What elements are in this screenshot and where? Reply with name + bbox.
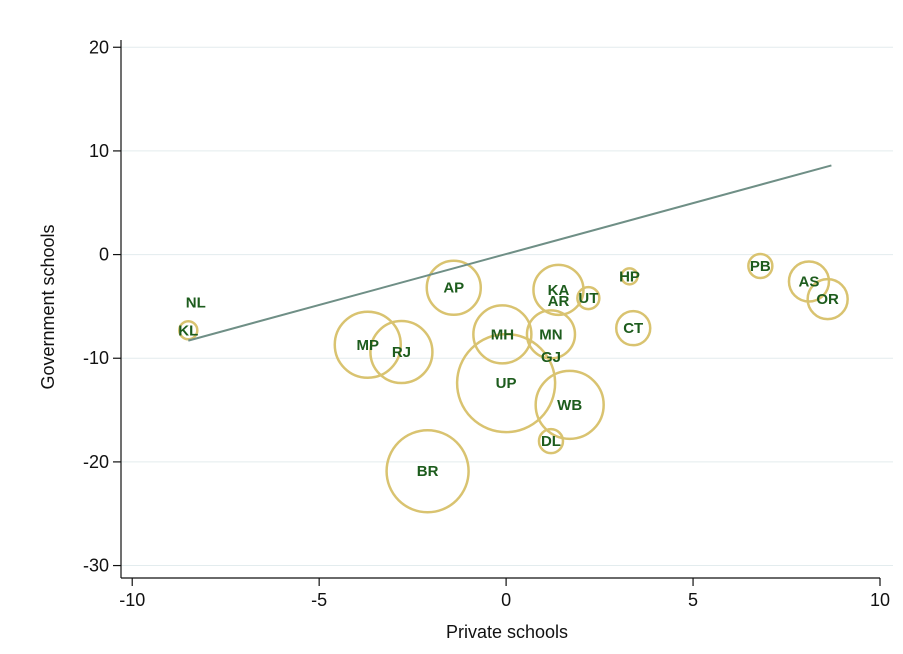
bubble <box>534 369 605 441</box>
point-label: MN <box>539 326 562 343</box>
bubble <box>747 252 774 280</box>
point-label: KL <box>178 322 198 339</box>
bubble <box>472 304 533 365</box>
x-tick-label: -5 <box>311 590 327 610</box>
bubble <box>455 332 557 434</box>
x-tick-label: 5 <box>688 590 698 610</box>
point-label: BR <box>417 463 439 480</box>
point-label: WB <box>557 397 582 414</box>
bubble <box>178 320 199 341</box>
y-tick-label: -30 <box>83 556 109 576</box>
y-tick-label: 10 <box>89 141 109 161</box>
point-label: KA <box>548 282 570 299</box>
x-axis-title: Private schools <box>446 622 568 642</box>
bubble <box>333 310 403 380</box>
x-tick-label: 0 <box>501 590 511 610</box>
y-tick-label: -20 <box>83 452 109 472</box>
fit-line <box>188 164 832 342</box>
point-label: NL <box>186 294 206 311</box>
point-label: UP <box>496 375 517 392</box>
bubble <box>425 259 483 316</box>
point-label: CT <box>623 320 643 337</box>
bubble <box>525 309 577 360</box>
bubble <box>537 427 565 455</box>
point-label: PB <box>750 258 771 275</box>
bubble <box>369 319 434 385</box>
point-label: RJ <box>392 344 411 361</box>
bubble <box>576 285 601 311</box>
point-label: DL <box>541 433 561 450</box>
point-label: MP <box>357 337 380 354</box>
y-axis-title: Government schools <box>38 224 58 389</box>
y-tick-label: 20 <box>89 37 109 57</box>
point-label: UT <box>578 290 598 307</box>
point-label: AS <box>799 274 820 291</box>
bubble <box>614 309 652 347</box>
point-label: MH <box>491 326 514 343</box>
y-tick-label: 0 <box>99 245 109 265</box>
point-label: AP <box>443 280 464 297</box>
point-label: HP <box>619 268 640 285</box>
x-tick-label: -10 <box>119 590 145 610</box>
point-label: OR <box>816 291 839 308</box>
bubble <box>532 263 585 317</box>
bubble <box>806 277 849 321</box>
bubble <box>620 267 639 286</box>
bubble <box>385 428 470 514</box>
x-tick-label: 10 <box>870 590 890 610</box>
point-label: AR <box>548 293 570 310</box>
point-label: GJ <box>541 349 561 366</box>
y-tick-label: -10 <box>83 348 109 368</box>
